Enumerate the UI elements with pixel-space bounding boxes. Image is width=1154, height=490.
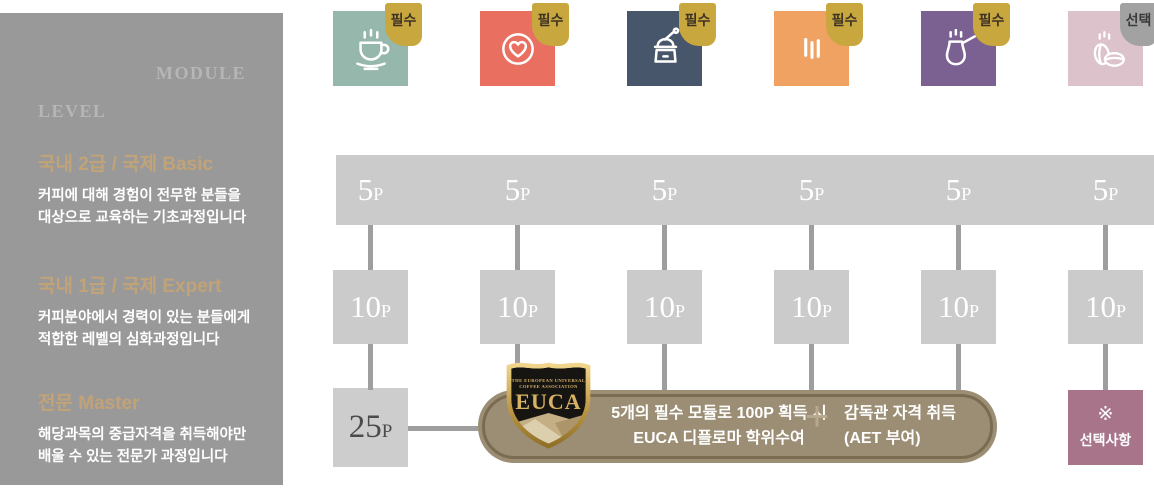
required-badge: 필수 bbox=[679, 3, 716, 46]
connector bbox=[368, 225, 373, 270]
level-master: 전문 Master 해당과목의 중급자격을 취득해야만 배울 수 있는 전문가 … bbox=[38, 388, 268, 468]
points-expert-cell: 10P bbox=[627, 270, 702, 344]
plus-icon: + bbox=[804, 392, 830, 439]
steam-bars-icon bbox=[789, 26, 835, 72]
points-expert-cell: 10P bbox=[480, 270, 555, 344]
points-basic-cell: 5P bbox=[357, 172, 384, 207]
emblem-org-line2: COFFEE ASSOCIATION bbox=[519, 384, 578, 389]
connector bbox=[956, 225, 961, 270]
connector bbox=[1103, 225, 1108, 270]
required-badge: 필수 bbox=[973, 3, 1010, 46]
required-badge: 필수 bbox=[532, 3, 569, 46]
diploma-banner: THE EUROPEAN UNIVERSAL COFFEE ASSOCIATIO… bbox=[478, 362, 997, 463]
level-master-title: 전문 Master bbox=[38, 393, 140, 414]
basic-points-band bbox=[336, 155, 1154, 225]
level-basic-title: 국내 2급 / 국제 Basic bbox=[38, 154, 214, 175]
points-expert-cell: 10P bbox=[1068, 270, 1143, 344]
level-basic: 국내 2급 / 국제 Basic 커피에 대해 경험이 전무한 분들을 대상으로… bbox=[38, 149, 268, 229]
module-tile-grinding[interactable]: 필수 bbox=[627, 3, 716, 86]
reference-mark-icon: ※ bbox=[1097, 404, 1114, 425]
connector bbox=[809, 225, 814, 270]
module-axis-label: MODULE bbox=[156, 63, 246, 83]
banner-ring bbox=[482, 394, 993, 459]
level-basic-desc-line1: 커피에 대해 경험이 전무한 분들을 bbox=[38, 188, 241, 204]
points-expert-cell: 10P bbox=[333, 270, 408, 344]
points-expert-cell: 10P bbox=[774, 270, 849, 344]
points-basic-cell: 5P bbox=[1092, 172, 1119, 207]
required-badge: 필수 bbox=[385, 3, 422, 46]
module-tile-sensory[interactable]: 필수 bbox=[480, 3, 569, 86]
grinder-icon bbox=[642, 26, 688, 72]
points-basic-cell: 5P bbox=[945, 172, 972, 207]
connector bbox=[956, 344, 961, 390]
required-badge: 필수 bbox=[826, 3, 863, 46]
connector bbox=[662, 344, 667, 390]
level-master-desc-line1: 해당과목의 중급자격을 취득해야만 bbox=[38, 427, 247, 443]
level-expert: 국내 1급 / 국제 Expert 커피분야에서 경력이 있는 분들에게 적합한… bbox=[38, 271, 268, 351]
level-basic-desc-line2: 대상으로 교육하는 기초과정입니다 bbox=[38, 210, 247, 226]
optional-note-box: ※ 선택사항 bbox=[1068, 390, 1143, 465]
supervisor-benefit-text: 감독관 자격 취득 (AET 부여) bbox=[844, 405, 956, 447]
points-basic-cell: 5P bbox=[651, 172, 678, 207]
module-tile-cezve[interactable]: 필수 bbox=[921, 3, 1010, 86]
points-basic-cell: 5P bbox=[504, 172, 531, 207]
module-tile-brewing[interactable]: 필수 bbox=[774, 3, 863, 86]
connector bbox=[368, 344, 373, 390]
points-expert-cell: 10P bbox=[921, 270, 996, 344]
sidebar: MODULE LEVEL 국내 2급 / 국제 Basic 커피에 대해 경험이… bbox=[0, 13, 283, 485]
level-expert-desc-line1: 커피분야에서 경력이 있는 분들에게 bbox=[38, 310, 251, 326]
euca-emblem-icon: THE EUROPEAN UNIVERSAL COFFEE ASSOCIATIO… bbox=[505, 361, 592, 449]
emblem-org-line1: THE EUROPEAN UNIVERSAL bbox=[512, 378, 586, 383]
cezve-icon bbox=[936, 26, 982, 72]
level-axis-label: LEVEL bbox=[38, 101, 107, 121]
connector bbox=[662, 225, 667, 270]
module-tile-espresso[interactable]: 필수 bbox=[333, 3, 422, 86]
level-expert-title: 국내 1급 / 국제 Expert bbox=[38, 276, 222, 297]
diploma-condition-text: 5개의 필수 모듈로 100P 획득 시 EUCA 디플로마 학위수여 bbox=[611, 405, 827, 447]
optional-note-label: 선택사항 bbox=[1079, 432, 1132, 448]
heart-icon bbox=[495, 26, 541, 72]
connector bbox=[515, 225, 520, 270]
optional-badge: 선택 bbox=[1120, 3, 1154, 46]
level-master-desc-line2: 배울 수 있는 전문가 과정입니다 bbox=[38, 449, 228, 465]
connector bbox=[809, 344, 814, 390]
connector bbox=[408, 426, 480, 431]
coffee-cup-icon bbox=[348, 26, 394, 72]
points-master-cell: 25P bbox=[333, 388, 408, 467]
connector bbox=[1103, 344, 1108, 390]
module-tile-roasting[interactable]: 선택 bbox=[1068, 3, 1154, 86]
level-expert-desc-line2: 적합한 레벨의 심화과정입니다 bbox=[38, 332, 220, 348]
coffee-beans-icon bbox=[1083, 26, 1129, 72]
points-basic-cell: 5P bbox=[798, 172, 825, 207]
emblem-acronym: EUCA bbox=[515, 389, 581, 414]
